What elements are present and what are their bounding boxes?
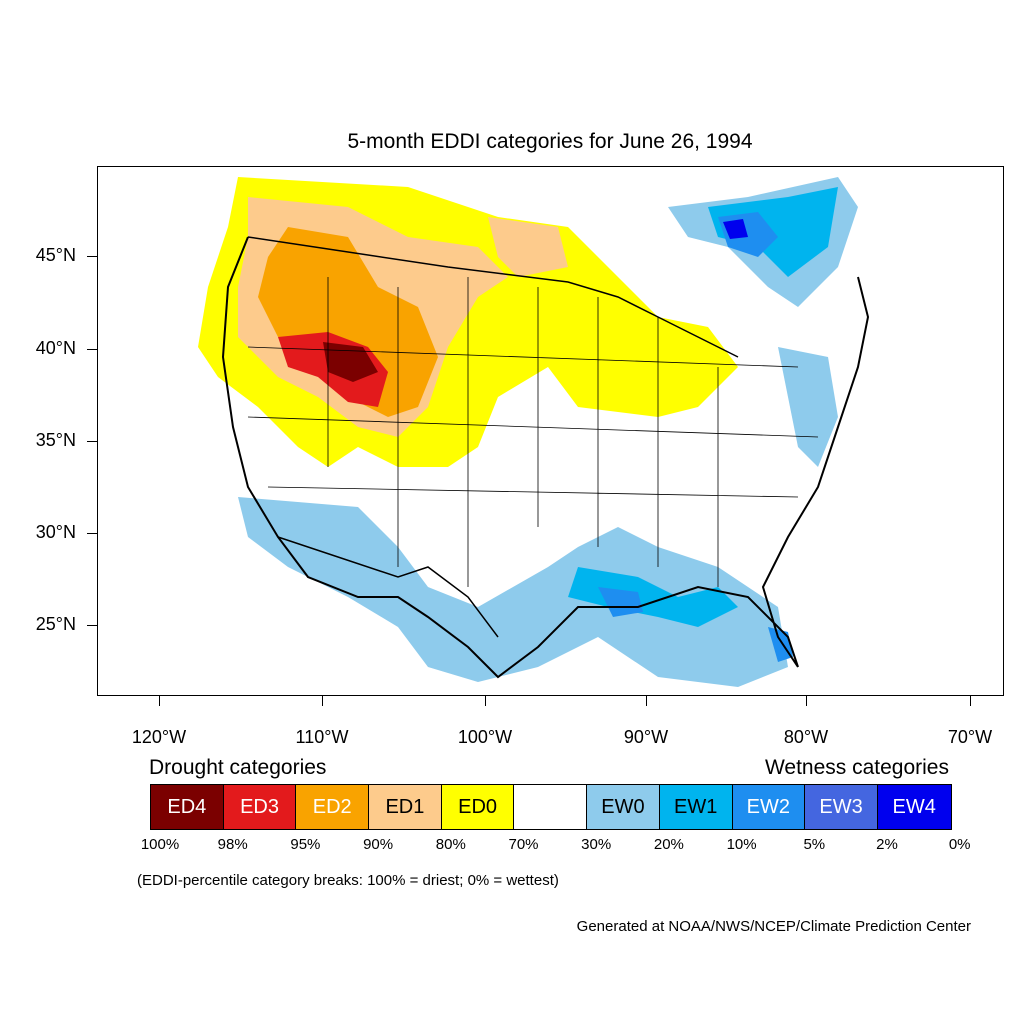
lat-label: 25°N: [35, 614, 76, 634]
legend-swatch-ed3: ED3: [223, 785, 297, 829]
legend-swatch-ew1: EW1: [659, 785, 733, 829]
lat-label: 40°N: [35, 338, 76, 358]
lon-tick: [646, 696, 647, 706]
map-title: 5-month EDDI categories for June 26, 199…: [347, 130, 753, 153]
percent-break-label: 5%: [803, 836, 826, 853]
legend-swatch-ed2: ED2: [296, 785, 370, 829]
legend-swatch-ew2: EW2: [732, 785, 806, 829]
eddi-map: [198, 177, 870, 687]
percent-break-label: 30%: [581, 836, 612, 853]
coastline-outline: [221, 236, 870, 679]
lat-tick: [87, 349, 97, 350]
legend-swatch-ew0: EW0: [587, 785, 660, 829]
lat-label: 45°N: [35, 245, 76, 265]
lon-tick: [806, 696, 807, 706]
lat-tick: [87, 256, 97, 257]
mexico-border: [277, 536, 499, 638]
lon-tick: [322, 696, 323, 706]
ed4-region: [323, 342, 378, 382]
ew4-region: [723, 219, 748, 239]
legend-swatch-ed0: ED0: [441, 785, 515, 829]
lon-label: 70°W: [947, 727, 993, 747]
drought-heading: Drought categories: [149, 756, 327, 779]
lon-tick: [970, 696, 971, 706]
percent-break-label: 98%: [217, 836, 248, 853]
percent-break-label: 10%: [726, 836, 757, 853]
lat-tick: [87, 625, 97, 626]
legend-swatch-ed1: ED1: [369, 785, 442, 829]
legend-swatch-ew4: EW4: [877, 785, 951, 829]
lon-label: 100°W: [457, 727, 513, 747]
legend-swatch-ed4: ED4: [151, 785, 224, 829]
percent-break-label: 70%: [508, 836, 539, 853]
percent-break-label: 95%: [290, 836, 321, 853]
ew0-region-south: [238, 497, 788, 687]
lat-label: 35°N: [35, 430, 76, 450]
percent-break-label: 0%: [948, 836, 971, 853]
percent-break-label: 2%: [876, 836, 898, 853]
percent-break-label: 100%: [140, 836, 180, 853]
lon-label: 120°W: [131, 727, 187, 747]
ew0-region-east: [778, 347, 838, 467]
lon-label: 90°W: [623, 727, 669, 747]
percent-break-label: 20%: [653, 836, 684, 853]
category-note: (EDDI-percentile category breaks: 100% =…: [137, 872, 559, 889]
ew2-region-gulf: [598, 587, 643, 617]
lat-label: 30°N: [35, 522, 76, 542]
state-lines: [247, 277, 819, 587]
lon-tick: [159, 696, 160, 706]
map-panel: [97, 166, 1004, 696]
lat-tick: [87, 441, 97, 442]
wetness-heading: Wetness categories: [764, 756, 949, 779]
percent-break-label: 90%: [363, 836, 394, 853]
lat-tick: [87, 533, 97, 534]
legend-swatch-ew3: EW3: [805, 785, 878, 829]
lon-label: 110°W: [295, 727, 349, 747]
legend-colorbar: ED4 ED3 ED2 ED1 ED0 EW0 EW1 EW2 EW3 EW4: [150, 784, 952, 830]
ed2-region: [258, 227, 438, 417]
percent-break-label: 80%: [435, 836, 466, 853]
credit-text: Generated at NOAA/NWS/NCEP/Climate Predi…: [576, 918, 971, 935]
ed1-region-north: [488, 217, 568, 277]
canada-border: [247, 236, 739, 358]
lon-tick: [485, 696, 486, 706]
ew1-region-gulf: [568, 567, 738, 627]
lon-label: 80°W: [783, 727, 829, 747]
legend-swatch-normal: [514, 785, 588, 829]
